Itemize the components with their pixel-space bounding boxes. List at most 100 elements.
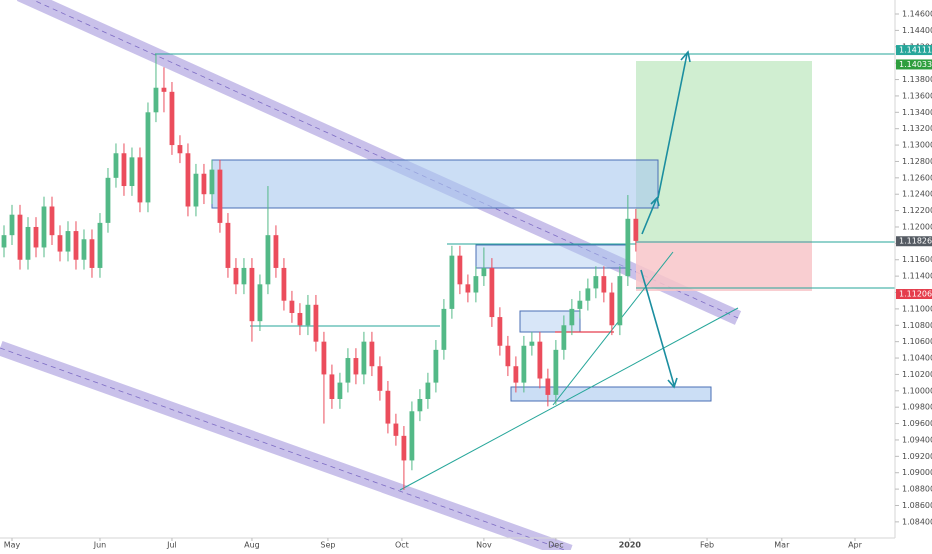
y-tick-label: 1.13000 [902,141,932,150]
candle-body [17,214,23,260]
candle-body [305,304,311,326]
candle-body [633,218,639,241]
zone [475,244,629,269]
candle-body [233,267,239,285]
candle-body [537,341,543,379]
x-tick-label: Jul [166,541,177,550]
candle-body [337,382,343,399]
candle-body [153,87,159,113]
trend-line [399,307,739,491]
y-tick-label: 1.12200 [902,206,932,215]
candle-body [169,91,175,146]
y-tick-label: 1.08400 [902,517,932,526]
y-tick-label: 1.10800 [902,321,932,330]
x-tick-label: Jun [93,541,107,550]
candle-body [297,312,303,326]
candle-body [425,382,431,399]
candle-body [473,276,479,293]
y-tick-label: 1.10200 [902,370,932,379]
candle-body [377,366,383,391]
candle-body [121,153,127,187]
price-label-box [896,45,932,56]
candle-body [409,411,415,461]
candle-body [345,358,351,383]
candle-body [625,218,631,277]
x-tick-label: Feb [700,541,714,550]
y-tick-label: 1.14400 [902,26,932,35]
candle-body [65,231,71,252]
candle-body [289,300,295,313]
candle-body [497,317,503,346]
candle-body [209,169,215,195]
x-tick-label: Oct [395,541,409,550]
candle-body [281,267,287,301]
candle-body [241,267,247,285]
candle-body [601,276,607,293]
candle-body [401,435,407,461]
candle-body [201,173,207,195]
y-tick-label: 1.08800 [902,485,932,494]
price-label-box [896,59,932,70]
candle-body [321,341,327,375]
y-tick-label: 1.10400 [902,354,932,363]
x-tick-label: 2020 [619,541,642,550]
y-tick-label: 1.11600 [902,255,932,264]
price-axis [895,0,932,550]
candle-body [569,308,575,326]
candle-body [593,276,599,289]
y-tick-label: 1.13200 [902,124,932,133]
candle-body [489,267,495,318]
y-tick-label: 1.12000 [902,222,932,231]
candle-body [353,358,359,375]
x-tick-label: Sep [320,541,335,550]
candle-body [505,345,511,367]
y-tick-label: 1.10000 [902,386,932,395]
candle-body [97,222,103,268]
candle-body [1,235,7,248]
price-label: 1.11826 [896,236,932,247]
candle-body [193,173,199,207]
channel-midline [0,347,571,553]
price-label-box [896,236,932,247]
candle-body [33,226,39,248]
price-label: 1.14033 [896,59,932,70]
drawings [0,0,895,554]
arrow [657,50,691,199]
arrow [641,196,660,235]
candle-body [449,255,455,309]
candle-body [609,292,615,326]
candle-body [385,390,391,424]
candle-body [81,239,87,260]
price-label: 1.14111 [896,45,932,56]
candle-body [521,345,527,383]
candle-body [545,378,551,395]
candle-body [185,153,191,207]
arrows [640,50,691,389]
candle-body [465,284,471,293]
candle-body [265,235,271,285]
candle-body [73,231,79,260]
candle-body [113,153,119,178]
candle-body [105,177,111,223]
candle-body [329,374,335,399]
y-tick-label: 1.11000 [902,304,932,313]
x-tick-label: Apr [848,541,863,550]
target-zone [636,61,812,241]
candle-body [361,341,367,375]
candle-body [273,235,279,268]
y-tick-label: 1.09200 [902,452,932,461]
stop-zone [636,241,812,291]
candle-body [561,325,567,350]
y-tick-label: 1.13400 [902,108,932,117]
x-tick-label: Aug [244,541,260,550]
candle-body [145,112,151,203]
candle-body [513,366,519,383]
candle-body [481,267,487,277]
price-label-text: 1.11206 [899,290,932,299]
demand-zone [510,386,712,402]
y-tick-label: 1.09600 [902,419,932,428]
candle-body [457,255,463,285]
candle-body [585,288,591,301]
candle-body [529,341,535,346]
